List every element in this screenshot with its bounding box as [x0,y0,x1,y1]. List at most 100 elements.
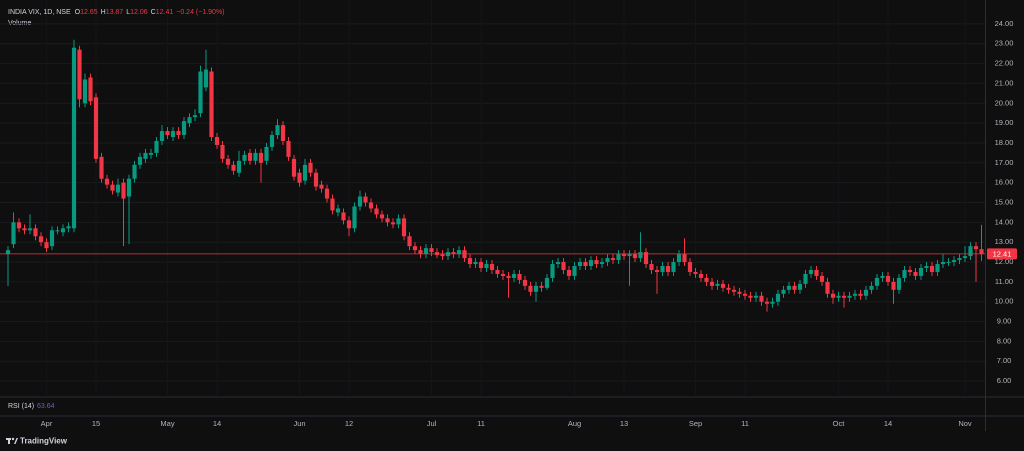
candle-body [440,254,445,257]
candle-body [286,140,291,157]
x-tick-label: Jun [293,419,305,428]
candle-body [126,178,132,197]
y-tick-label: 24.00 [995,19,1014,28]
candle-body [357,196,363,207]
candle-body [5,250,11,255]
candle-body [929,266,935,272]
candle-body [951,260,957,263]
candle-body [132,164,137,179]
rsi-label: RSI (14) [8,403,34,410]
candle-body [220,144,225,159]
candle-body [797,283,803,290]
candle-body [814,269,819,276]
candle-body [555,262,561,265]
volume-label: Volume [8,20,31,27]
candle-body [60,228,66,233]
candle-body [187,117,192,124]
y-tick-label: 20.00 [995,98,1014,107]
y-tick-label: 21.00 [995,78,1014,87]
candle-body [830,293,836,298]
candle-body [698,273,704,278]
candle-body [253,152,258,161]
candle-body [242,154,247,161]
candle-body [869,285,874,290]
candle-body [841,295,847,298]
candle-body [308,162,313,173]
candle-body [192,115,198,118]
candle-body [176,131,181,136]
candle-body [566,269,572,276]
candle-body [759,295,764,302]
ohlc-value: 12.65 [80,9,98,16]
candle-body [258,152,264,163]
candle-body [665,266,671,272]
x-tick-label: 14 [213,419,221,428]
candle-body [720,283,726,288]
candle-body [704,277,709,282]
candle-body [654,269,660,272]
candle-body [632,254,638,259]
candle-body [209,71,214,138]
candle-body [401,218,407,237]
candle-body [165,131,170,136]
ohlc-key: H [101,9,106,16]
x-tick-label: May [160,419,174,428]
candle-body [99,156,104,179]
candle-body [484,264,489,268]
candle-body [511,273,517,278]
candle-body [539,285,544,288]
y-tick-label: 12.00 [995,257,1014,266]
candle-body [363,196,368,203]
candle-body [863,289,869,296]
candle-body [225,158,231,165]
candle-body [390,222,396,225]
x-tick-label: Apr [41,419,53,428]
candle-body [764,301,770,304]
candle-body [412,246,418,251]
candle-body [858,293,863,296]
candle-body [121,182,126,199]
candle-body [247,152,253,161]
candle-body [55,230,60,232]
candle-body [907,269,913,272]
candle-body [236,160,242,173]
candle-body [577,262,583,267]
candle-body [214,137,220,145]
candle-body [38,236,44,243]
y-tick-label: 19.00 [995,118,1014,127]
candle-body [599,262,605,265]
y-tick-label: 15.00 [995,197,1014,206]
candle-body [506,275,511,278]
candle-body [808,269,814,274]
candle-body [104,178,110,185]
candle-body [594,260,599,265]
candle-body [489,264,495,270]
candle-body [885,275,891,282]
candle-body [374,208,379,215]
candle-body [231,164,236,171]
candle-body [110,184,115,191]
x-tick-label: 15 [92,419,100,428]
candle-body [379,214,385,219]
candle-body [621,254,627,257]
candle-body [528,285,533,292]
candle-body [946,262,951,264]
candle-body [852,293,858,296]
candle-body [335,208,341,213]
candle-body [517,273,522,280]
candle-body [522,279,528,286]
candle-body [27,228,33,231]
candle-body [918,267,924,276]
candle-body [616,254,621,261]
y-tick-label: 7.00 [997,356,1012,365]
candle-body [896,277,902,290]
candle-body [781,289,786,294]
candle-body [891,281,896,290]
candle-body [775,293,781,302]
candle-body [671,262,676,272]
candle-body [935,264,940,272]
candle-body [495,269,500,274]
candle-body [638,252,643,259]
